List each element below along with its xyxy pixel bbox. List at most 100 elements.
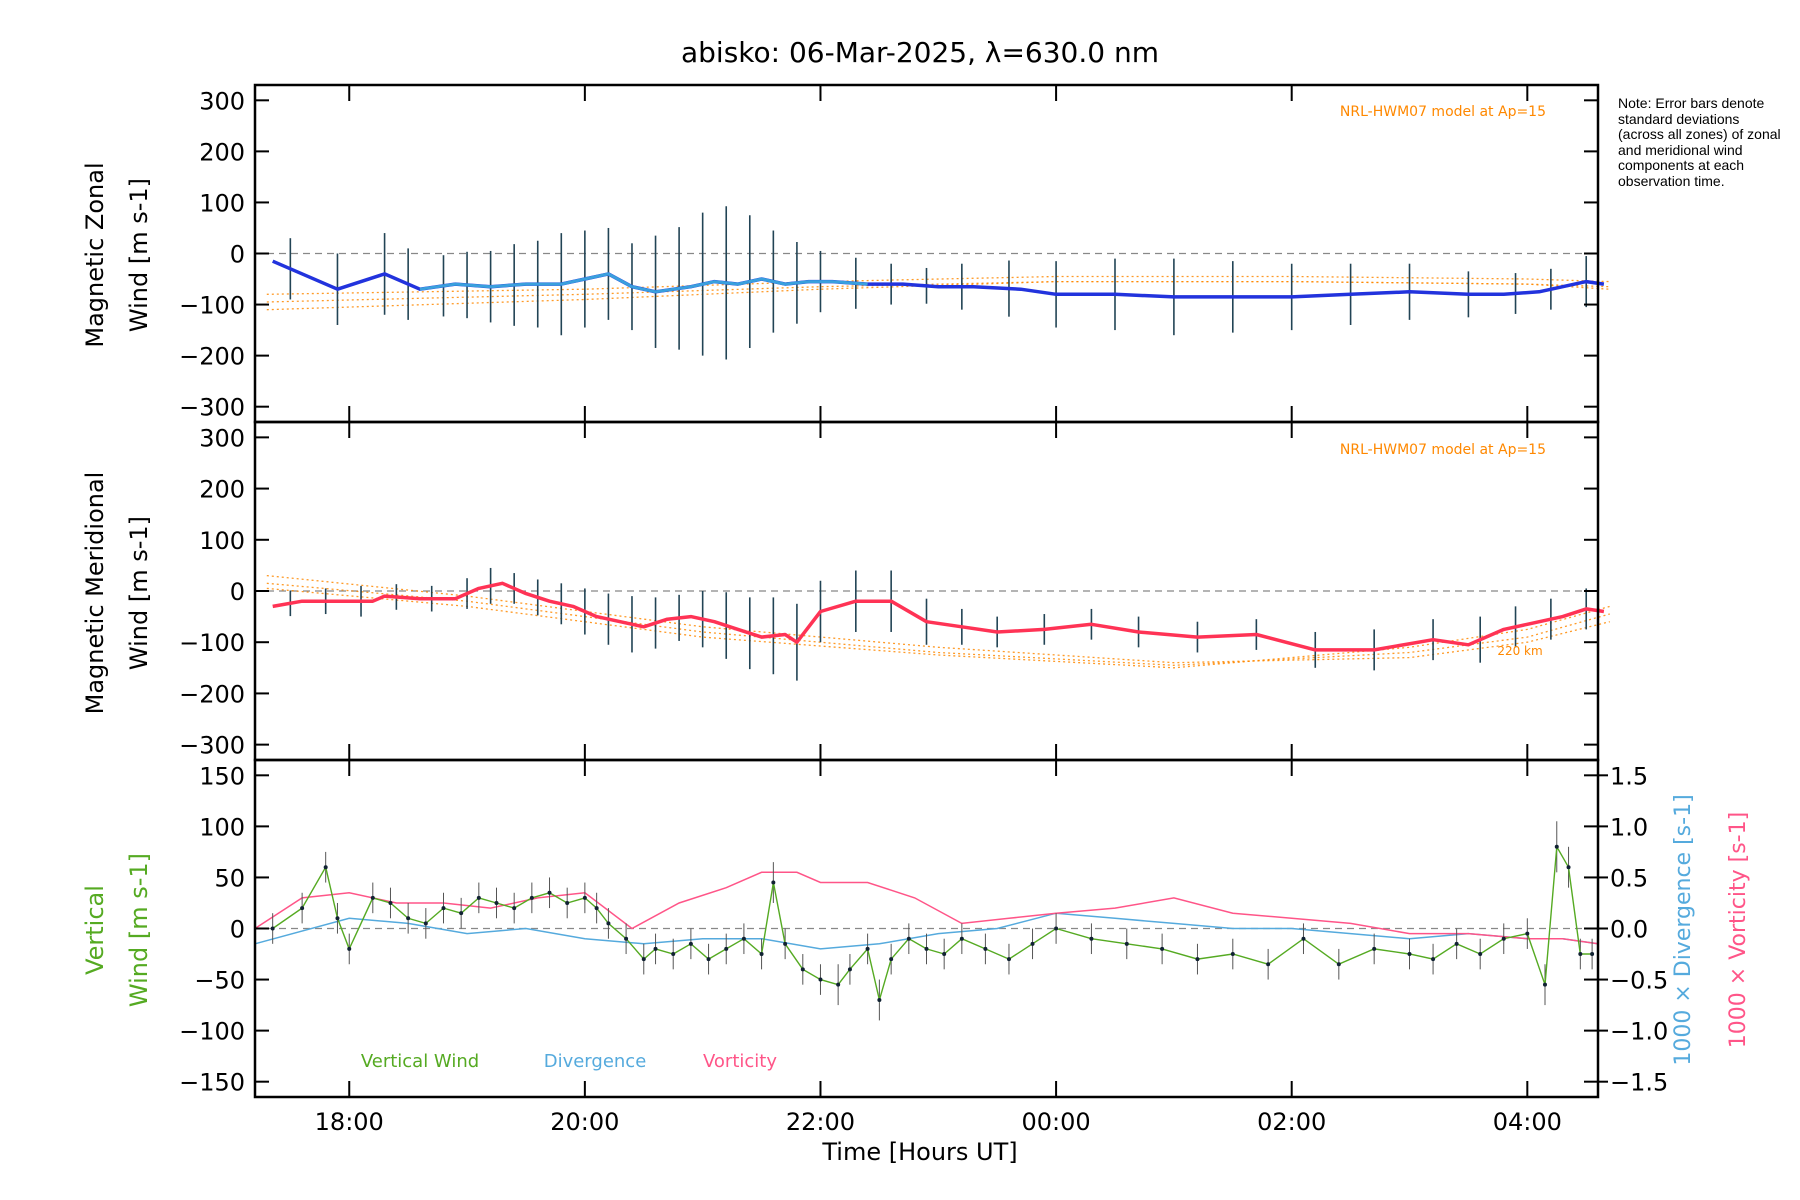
divergence-y2-label-text: 1000 × Divergence [s-1] xyxy=(1671,794,1696,1065)
vertical-wind-point xyxy=(270,926,275,931)
legend-vertical-wind: Vertical Wind xyxy=(361,1051,479,1072)
vertical-wind-point xyxy=(1054,926,1059,931)
y2-tick-label: −0.5 xyxy=(1610,967,1668,995)
vertical-wind-point xyxy=(818,977,823,982)
meridional-y-label-line2: Wind [m s-1] xyxy=(125,516,153,670)
y-tick-label: −150 xyxy=(179,1069,245,1097)
vertical-wind-point xyxy=(641,957,646,962)
y2-tick-label: −1.0 xyxy=(1610,1018,1668,1046)
y-tick-label: −100 xyxy=(179,1018,245,1046)
vertical-wind-point xyxy=(1554,844,1559,849)
vertical-wind-point xyxy=(624,936,629,941)
meridional-model-altitude-label: 220 km xyxy=(1497,644,1542,658)
vertical-y-label-line1: Vertical xyxy=(81,885,109,975)
y-tick-label: 300 xyxy=(199,424,245,452)
vertical-wind-point xyxy=(653,946,658,951)
vertical-wind-point xyxy=(906,936,911,941)
vertical-wind-point xyxy=(1407,952,1412,957)
y-tick-label: 0 xyxy=(230,578,245,606)
figure-title: abisko: 06-Mar-2025, λ=630.0 nm xyxy=(681,36,1159,69)
model-curve-1 xyxy=(266,574,1610,664)
vertical-wind-point xyxy=(323,865,328,870)
x-tick-label: 04:00 xyxy=(1493,1108,1562,1136)
vertical-wind-point xyxy=(1566,865,1571,870)
vertical-wind-point xyxy=(942,952,947,957)
legend-vorticity: Vorticity xyxy=(703,1051,777,1072)
y-tick-label: −100 xyxy=(179,629,245,657)
vertical-wind-point xyxy=(771,880,776,885)
meridional-wind-line xyxy=(272,581,1605,652)
y-tick-label: 0 xyxy=(230,916,245,944)
y-tick-label: 0 xyxy=(230,241,245,269)
vertical-wind-point xyxy=(865,946,870,951)
vertical-wind-point xyxy=(512,906,517,911)
vertical-wind-point xyxy=(671,952,676,957)
vertical-wind-point xyxy=(441,906,446,911)
vertical-wind-point xyxy=(594,906,599,911)
vertical-wind-point xyxy=(494,900,499,905)
vertical-wind-point xyxy=(459,911,464,916)
vertical-wind-point xyxy=(1089,936,1094,941)
vertical-wind-point xyxy=(347,946,352,951)
meridional-model-label: NRL-HWM07 model at Ap=15 xyxy=(1340,442,1546,458)
y-tick-label: −300 xyxy=(179,732,245,760)
y-tick-label: −200 xyxy=(179,680,245,708)
y2-tick-label: 0.0 xyxy=(1610,916,1648,944)
vertical-wind-point xyxy=(565,900,570,905)
y2-tick-label: 1.5 xyxy=(1610,762,1648,790)
legend-divergence: Divergence xyxy=(544,1051,647,1072)
vertical-wind-point xyxy=(688,941,693,946)
vertical-y-label-line2: Wind [m s-1] xyxy=(125,853,153,1007)
vertical-wind-point xyxy=(924,946,929,951)
vertical-wind-point xyxy=(724,946,729,951)
vertical-wind-point xyxy=(783,941,788,946)
zonal-wind-line-light xyxy=(419,272,868,294)
y-tick-label: 200 xyxy=(199,476,245,504)
meridional-y-label: Magnetic Meridional Wind [m s-1] xyxy=(81,472,153,715)
vertical-wind-point xyxy=(741,936,746,941)
y-tick-label: −200 xyxy=(179,343,245,371)
vertical-wind-point xyxy=(959,936,964,941)
zonal-y-label-line2: Wind [m s-1] xyxy=(125,178,153,332)
vertical-wind-point xyxy=(1578,952,1583,957)
y-tick-label: 300 xyxy=(199,87,245,115)
vertical-y-label: Vertical Wind [m s-1] xyxy=(81,853,153,1007)
vertical-wind-point xyxy=(1006,957,1011,962)
model-curve-3 xyxy=(266,587,1610,669)
vertical-wind-point xyxy=(1542,982,1547,987)
vertical-wind-point xyxy=(1336,962,1341,967)
vertical-wind-point xyxy=(877,997,882,1002)
vertical-wind-point xyxy=(582,895,587,900)
y-tick-label: 200 xyxy=(199,138,245,166)
vertical-wind-point xyxy=(335,916,340,921)
zonal-y-label: Magnetic Zonal Wind [m s-1] xyxy=(81,162,153,347)
vertical-wind-point xyxy=(1501,936,1506,941)
vertical-wind-point xyxy=(1124,941,1129,946)
model-curve-2 xyxy=(266,275,1610,295)
vertical-wind-point xyxy=(1590,952,1595,957)
vertical-wind-point xyxy=(300,906,305,911)
vertical-wind-point xyxy=(706,957,711,962)
error-bar-note: Note: Error bars denote standard deviati… xyxy=(1618,95,1781,189)
vertical-wind-point xyxy=(388,900,393,905)
y-tick-label: 100 xyxy=(199,527,245,555)
vertical-wind-panel: −150 −100 −50 0 50 100 150 18:00 20:00 22:00 00:00… xyxy=(179,758,1668,1136)
vertical-wind-point xyxy=(1195,957,1200,962)
vertical-wind-point xyxy=(370,895,375,900)
y-tick-label: 100 xyxy=(199,813,245,841)
y-tick-label: −300 xyxy=(179,394,245,422)
x-tick-label: 02:00 xyxy=(1257,1108,1326,1136)
vertical-wind-point xyxy=(836,982,841,987)
vorticity-y2-label-text: 1000 × Vorticity [s-1] xyxy=(1726,812,1751,1048)
vertical-wind-point xyxy=(889,957,894,962)
vertical-wind-point xyxy=(1372,946,1377,951)
y-tick-label: 50 xyxy=(214,864,245,892)
x-tick-label: 18:00 xyxy=(315,1108,384,1136)
vertical-wind-point xyxy=(1030,941,1035,946)
x-axis-label: Time [Hours UT] xyxy=(821,1138,1017,1166)
vertical-wind-point xyxy=(1454,941,1459,946)
divergence-line xyxy=(254,912,1599,950)
vertical-wind-point xyxy=(847,967,852,972)
vertical-wind-point xyxy=(1431,957,1436,962)
